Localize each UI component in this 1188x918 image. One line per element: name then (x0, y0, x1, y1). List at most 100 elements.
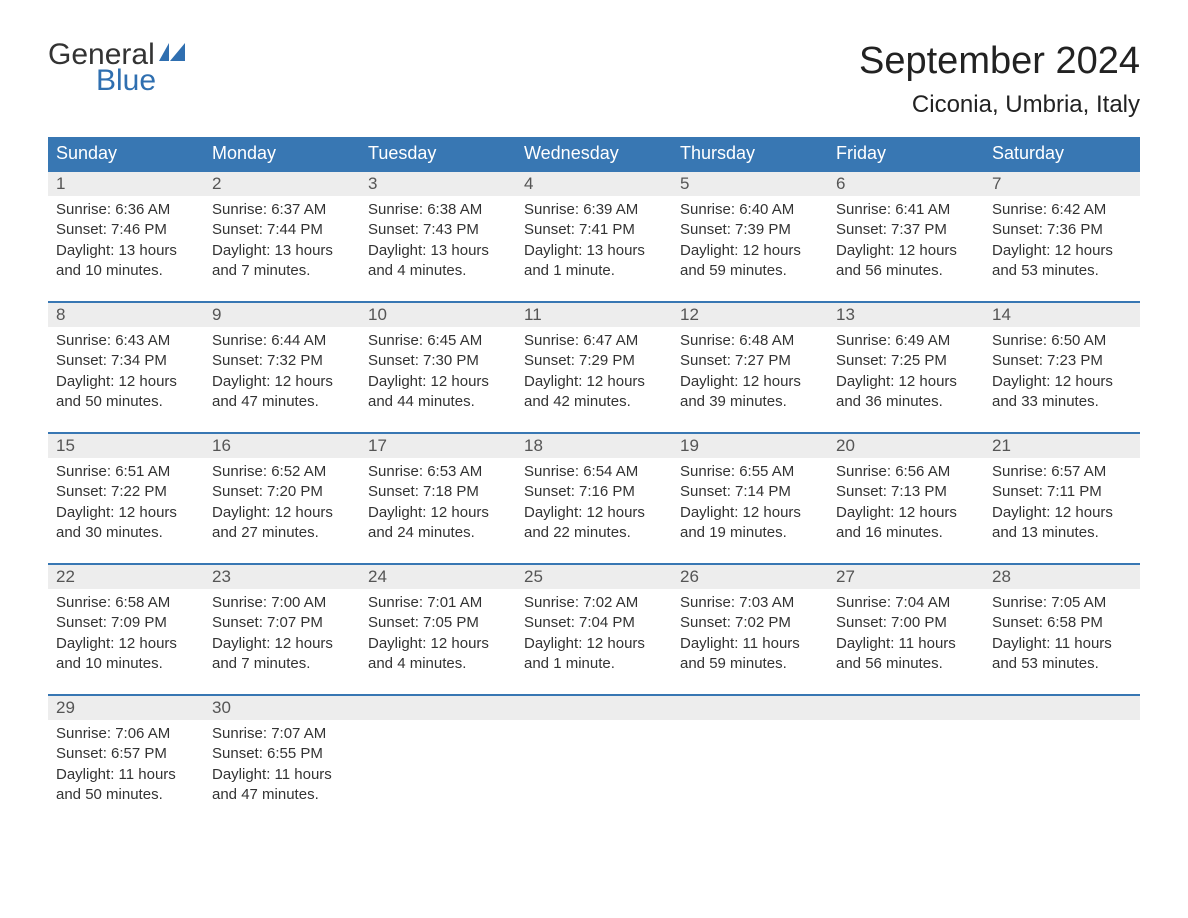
day-cell: 3Sunrise: 6:38 AMSunset: 7:43 PMDaylight… (360, 170, 516, 283)
day-cell: 15Sunrise: 6:51 AMSunset: 7:22 PMDayligh… (48, 432, 204, 545)
day-daylight2: and 59 minutes. (680, 261, 820, 281)
day-number: 28 (984, 563, 1140, 589)
day-content: Sunrise: 7:06 AMSunset: 6:57 PMDaylight:… (48, 720, 204, 807)
day-cell: . (828, 694, 984, 807)
header: General Blue September 2024 Ciconia, Umb… (48, 40, 1140, 119)
day-content: Sunrise: 7:07 AMSunset: 6:55 PMDaylight:… (204, 720, 360, 807)
day-cell: 12Sunrise: 6:48 AMSunset: 7:27 PMDayligh… (672, 301, 828, 414)
location-subtitle: Ciconia, Umbria, Italy (859, 91, 1140, 119)
day-content: Sunrise: 6:48 AMSunset: 7:27 PMDaylight:… (672, 327, 828, 414)
logo-flag-icon (159, 43, 189, 67)
day-content: Sunrise: 6:41 AMSunset: 7:37 PMDaylight:… (828, 196, 984, 283)
day-content: Sunrise: 6:45 AMSunset: 7:30 PMDaylight:… (360, 327, 516, 414)
day-sunset: Sunset: 7:02 PM (680, 613, 820, 633)
weeks-container: 1Sunrise: 6:36 AMSunset: 7:46 PMDaylight… (48, 170, 1140, 807)
day-content (360, 720, 516, 726)
day-cell: 14Sunrise: 6:50 AMSunset: 7:23 PMDayligh… (984, 301, 1140, 414)
day-content: Sunrise: 7:03 AMSunset: 7:02 PMDaylight:… (672, 589, 828, 676)
day-daylight1: Daylight: 12 hours (56, 634, 196, 654)
day-cell: 2Sunrise: 6:37 AMSunset: 7:44 PMDaylight… (204, 170, 360, 283)
day-daylight2: and 19 minutes. (680, 523, 820, 543)
day-sunset: Sunset: 7:30 PM (368, 351, 508, 371)
weekday-header: Saturday (984, 137, 1140, 170)
day-cell: 23Sunrise: 7:00 AMSunset: 7:07 PMDayligh… (204, 563, 360, 676)
day-cell: . (984, 694, 1140, 807)
day-daylight2: and 50 minutes. (56, 785, 196, 805)
day-cell: 26Sunrise: 7:03 AMSunset: 7:02 PMDayligh… (672, 563, 828, 676)
day-number: 19 (672, 432, 828, 458)
day-daylight1: Daylight: 11 hours (680, 634, 820, 654)
day-daylight2: and 42 minutes. (524, 392, 664, 412)
day-daylight1: Daylight: 12 hours (368, 372, 508, 392)
day-cell: 22Sunrise: 6:58 AMSunset: 7:09 PMDayligh… (48, 563, 204, 676)
day-cell: 13Sunrise: 6:49 AMSunset: 7:25 PMDayligh… (828, 301, 984, 414)
week-row: 22Sunrise: 6:58 AMSunset: 7:09 PMDayligh… (48, 563, 1140, 676)
logo-text-blue: Blue (96, 66, 189, 96)
day-daylight2: and 56 minutes. (836, 261, 976, 281)
day-sunset: Sunset: 7:09 PM (56, 613, 196, 633)
day-content: Sunrise: 6:52 AMSunset: 7:20 PMDaylight:… (204, 458, 360, 545)
day-cell: 27Sunrise: 7:04 AMSunset: 7:00 PMDayligh… (828, 563, 984, 676)
day-cell: 10Sunrise: 6:45 AMSunset: 7:30 PMDayligh… (360, 301, 516, 414)
day-daylight2: and 1 minute. (524, 261, 664, 281)
day-daylight2: and 56 minutes. (836, 654, 976, 674)
day-sunrise: Sunrise: 6:37 AM (212, 200, 352, 220)
day-daylight2: and 10 minutes. (56, 654, 196, 674)
day-sunrise: Sunrise: 6:58 AM (56, 593, 196, 613)
day-daylight2: and 50 minutes. (56, 392, 196, 412)
day-number: 4 (516, 170, 672, 196)
day-sunrise: Sunrise: 6:40 AM (680, 200, 820, 220)
day-cell: 5Sunrise: 6:40 AMSunset: 7:39 PMDaylight… (672, 170, 828, 283)
day-content: Sunrise: 6:44 AMSunset: 7:32 PMDaylight:… (204, 327, 360, 414)
day-daylight1: Daylight: 12 hours (992, 503, 1132, 523)
day-content: Sunrise: 6:57 AMSunset: 7:11 PMDaylight:… (984, 458, 1140, 545)
day-daylight1: Daylight: 12 hours (680, 372, 820, 392)
day-number: 17 (360, 432, 516, 458)
day-daylight1: Daylight: 12 hours (836, 372, 976, 392)
day-number: 8 (48, 301, 204, 327)
day-cell: 21Sunrise: 6:57 AMSunset: 7:11 PMDayligh… (984, 432, 1140, 545)
day-content (672, 720, 828, 726)
day-sunrise: Sunrise: 6:39 AM (524, 200, 664, 220)
logo: General Blue (48, 40, 189, 96)
weekday-header-row: SundayMondayTuesdayWednesdayThursdayFrid… (48, 137, 1140, 170)
day-number: 20 (828, 432, 984, 458)
day-sunrise: Sunrise: 6:47 AM (524, 331, 664, 351)
day-daylight1: Daylight: 12 hours (368, 503, 508, 523)
day-sunrise: Sunrise: 6:55 AM (680, 462, 820, 482)
day-daylight2: and 53 minutes. (992, 654, 1132, 674)
day-number: 7 (984, 170, 1140, 196)
day-daylight1: Daylight: 12 hours (212, 634, 352, 654)
day-sunrise: Sunrise: 6:53 AM (368, 462, 508, 482)
day-sunset: Sunset: 7:41 PM (524, 220, 664, 240)
day-daylight2: and 10 minutes. (56, 261, 196, 281)
day-content: Sunrise: 6:51 AMSunset: 7:22 PMDaylight:… (48, 458, 204, 545)
day-content: Sunrise: 6:49 AMSunset: 7:25 PMDaylight:… (828, 327, 984, 414)
day-sunset: Sunset: 7:00 PM (836, 613, 976, 633)
day-number: . (672, 694, 828, 720)
day-cell: 16Sunrise: 6:52 AMSunset: 7:20 PMDayligh… (204, 432, 360, 545)
day-content: Sunrise: 6:53 AMSunset: 7:18 PMDaylight:… (360, 458, 516, 545)
day-content: Sunrise: 7:01 AMSunset: 7:05 PMDaylight:… (360, 589, 516, 676)
day-sunset: Sunset: 7:36 PM (992, 220, 1132, 240)
day-sunset: Sunset: 6:58 PM (992, 613, 1132, 633)
day-sunset: Sunset: 7:37 PM (836, 220, 976, 240)
day-cell: 4 Sunrise: 6:39 AMSunset: 7:41 PMDaylight… (516, 170, 672, 283)
day-content: Sunrise: 6:55 AMSunset: 7:14 PMDaylight:… (672, 458, 828, 545)
day-number: 3 (360, 170, 516, 196)
day-number: 1 (48, 170, 204, 196)
day-content: Sunrise: 7:00 AMSunset: 7:07 PMDaylight:… (204, 589, 360, 676)
day-number: 13 (828, 301, 984, 327)
day-daylight1: Daylight: 12 hours (992, 372, 1132, 392)
day-sunrise: Sunrise: 6:57 AM (992, 462, 1132, 482)
day-daylight1: Daylight: 11 hours (212, 765, 352, 785)
day-daylight1: Daylight: 11 hours (836, 634, 976, 654)
day-daylight1: Daylight: 13 hours (524, 241, 664, 261)
day-content (984, 720, 1140, 726)
day-sunset: Sunset: 7:11 PM (992, 482, 1132, 502)
day-content (516, 720, 672, 726)
day-cell: 6Sunrise: 6:41 AMSunset: 7:37 PMDaylight… (828, 170, 984, 283)
day-number: 11 (516, 301, 672, 327)
day-sunrise: Sunrise: 6:45 AM (368, 331, 508, 351)
day-cell: 8Sunrise: 6:43 AMSunset: 7:34 PMDaylight… (48, 301, 204, 414)
